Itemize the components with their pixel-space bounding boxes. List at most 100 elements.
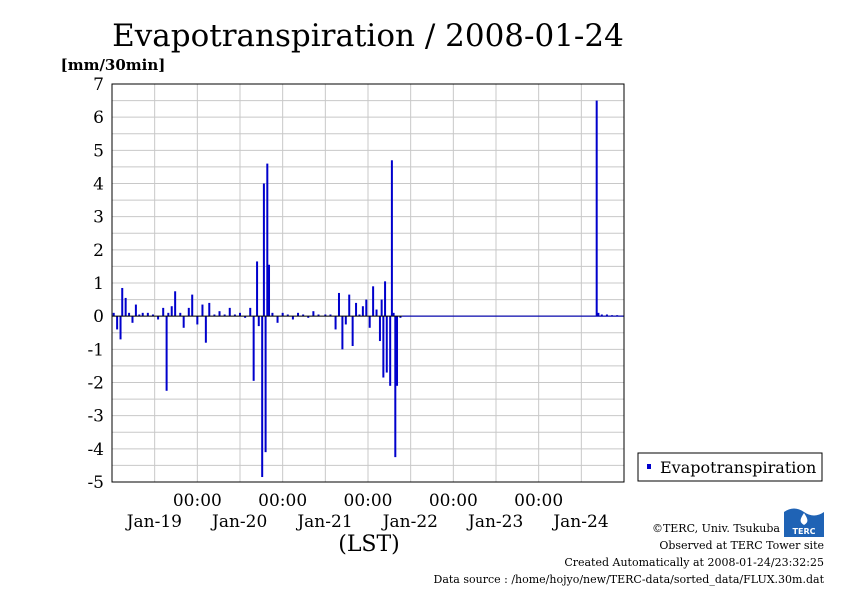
bar: [324, 314, 327, 317]
bar: [146, 312, 149, 317]
bar: [378, 316, 381, 342]
bar: [392, 312, 395, 317]
terc-logo-icon: TERC: [784, 503, 824, 537]
bar: [297, 312, 300, 317]
y-tick-label: 1: [93, 274, 104, 294]
bar: [179, 312, 182, 317]
bar: [228, 307, 231, 317]
bar: [208, 302, 211, 317]
x-tick-day-label: Jan-20: [210, 512, 267, 532]
y-axis-unit: [mm/30min]: [61, 56, 166, 74]
bar: [355, 302, 358, 317]
bar: [121, 287, 124, 317]
bar: [382, 316, 385, 378]
bar: [191, 294, 194, 317]
plot-frame: [111, 83, 625, 483]
bar: [167, 312, 170, 317]
bar: [385, 316, 388, 373]
bar: [390, 160, 393, 317]
bar: [138, 314, 141, 317]
bar: [157, 316, 160, 320]
bar: [271, 312, 274, 317]
bar: [595, 100, 598, 317]
bar: [141, 312, 144, 317]
bar: [187, 307, 190, 317]
bar: [286, 314, 289, 317]
bar: [380, 299, 383, 317]
y-tick-label: 5: [93, 141, 104, 161]
bar: [334, 316, 337, 330]
bar: [281, 312, 284, 317]
legend: Evapotranspiration: [637, 452, 823, 482]
legend-label: Evapotranspiration: [660, 458, 816, 477]
credit-created: Created Automatically at 2008-01-24/23:3…: [564, 556, 824, 569]
bar: [165, 316, 168, 391]
x-tick-time-label: 00:00: [514, 491, 563, 511]
bar: [201, 304, 204, 317]
bar: [116, 316, 119, 330]
bar: [358, 314, 361, 317]
bar: [337, 292, 340, 317]
bar: [368, 316, 371, 328]
bar: [196, 316, 199, 325]
x-tick-day-label: Jan-24: [551, 512, 608, 532]
bar: [264, 316, 267, 453]
bar: [239, 312, 241, 317]
bar: [134, 304, 137, 317]
bar: [317, 314, 320, 317]
bar: [600, 314, 603, 317]
bar: [372, 286, 375, 317]
y-tick-labels: 7 6 5 4 3 2 1 0 -1 -2 -3 -4 -5: [87, 75, 104, 493]
y-tick-label: -4: [87, 440, 104, 460]
y-tick-label: 2: [93, 241, 104, 261]
bar: [128, 312, 131, 317]
bar: [262, 183, 265, 317]
chart-title: Evapotranspiration / 2008-01-24: [112, 18, 624, 54]
bar: [375, 309, 378, 317]
bar: [223, 314, 226, 317]
bar: [112, 312, 115, 317]
bar: [394, 316, 397, 458]
bar: [329, 314, 332, 317]
x-tick-time-label: 00:00: [344, 491, 393, 511]
y-tick-label: -1: [87, 340, 104, 360]
x-tick-day-label: Jan-23: [466, 512, 523, 532]
y-tick-label: 7: [93, 75, 104, 95]
x-tick-day-label: Jan-19: [125, 512, 182, 532]
bar: [389, 316, 392, 386]
bar: [307, 316, 310, 318]
bar: [351, 316, 354, 347]
bar: [384, 281, 387, 317]
y-tick-label: -3: [87, 407, 104, 427]
x-tick-time-label: 00:00: [429, 491, 478, 511]
y-tick-label: 0: [93, 307, 104, 327]
x-tick-labels: 00:00Jan-1900:00Jan-2000:00Jan-2100:00Ja…: [125, 491, 609, 532]
bar: [174, 291, 177, 317]
x-tick-time-label: 00:00: [173, 491, 222, 511]
bar: [124, 297, 127, 317]
bar: [261, 316, 264, 478]
bar: [131, 316, 134, 323]
bar: [218, 311, 221, 317]
x-tick-time-label: 00:00: [258, 491, 307, 511]
bar: [302, 314, 305, 317]
bar: [361, 306, 364, 317]
bar: [162, 307, 165, 317]
legend-swatch: [647, 464, 651, 469]
x-axis-label: (LST): [338, 532, 400, 557]
bar: [170, 306, 173, 317]
credit-copyright: ©TERC, Univ. Tsukuba: [651, 522, 780, 535]
y-tick-label: -2: [87, 374, 104, 394]
bar: [268, 264, 271, 317]
credit-source: Data source : /home/hojyo/new/TERC-data/…: [433, 573, 825, 586]
bar: [348, 294, 351, 317]
bar: [597, 312, 600, 317]
y-tick-label: 4: [93, 175, 104, 195]
bar: [233, 314, 236, 317]
legend-box: [637, 452, 823, 482]
bar: [396, 316, 399, 386]
bar: [341, 316, 344, 350]
bar: [119, 316, 122, 340]
logo-text: TERC: [793, 527, 816, 536]
